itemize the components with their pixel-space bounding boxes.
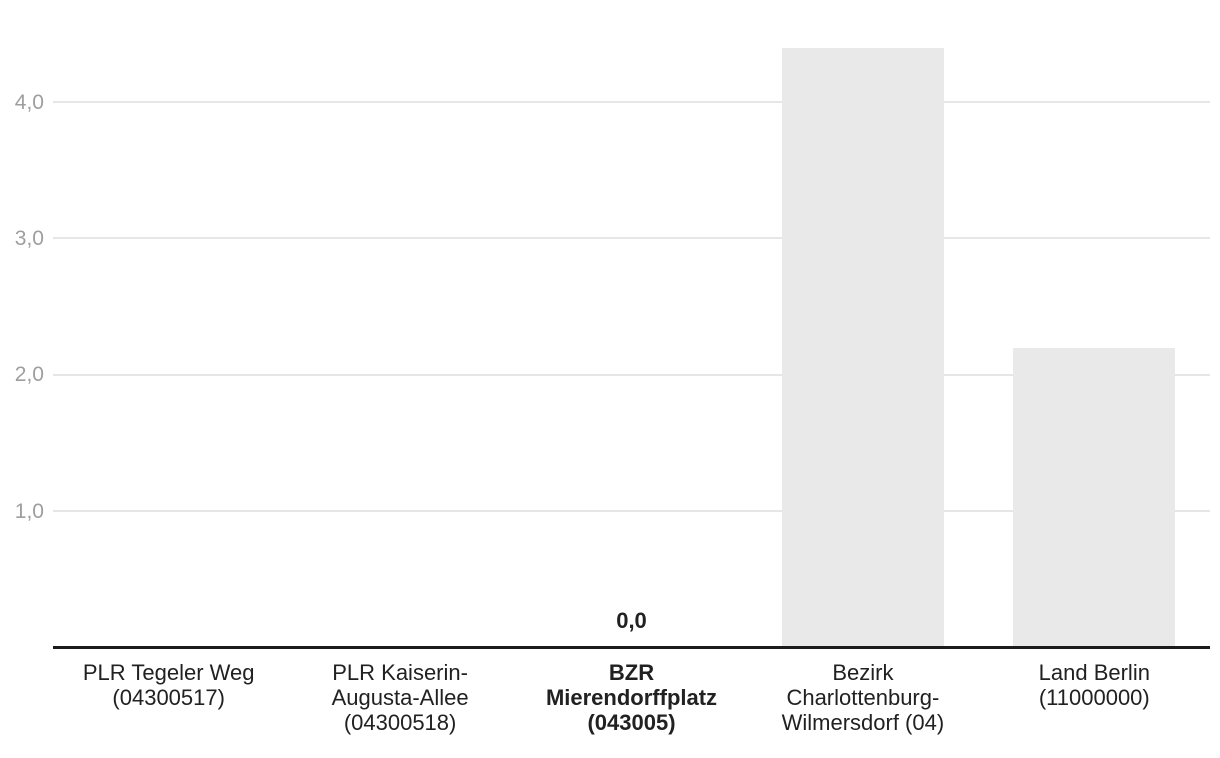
category-label-line: Bezirk xyxy=(832,660,894,685)
category-label-line: BZR xyxy=(608,660,655,685)
category-label: Bezirk Charlottenburg- Wilmersdorf (04) xyxy=(743,660,983,735)
category-label-line: PLR Tegeler Weg xyxy=(82,660,255,685)
category-label: Land Berlin (11000000) xyxy=(974,660,1214,710)
category-label-line: (043005) xyxy=(587,710,676,735)
category-label-line: PLR Kaiserin- xyxy=(332,660,468,685)
y-axis-tick-label: 3,0 xyxy=(14,226,44,250)
category-label-line: Augusta-Allee xyxy=(331,685,469,710)
bar-value-label: 0,0 xyxy=(616,608,647,633)
category-label-line: (11000000) xyxy=(1038,685,1150,710)
category-label: PLR Kaiserin- Augusta-Allee (04300518) xyxy=(280,660,520,735)
category-label-line: (04300518) xyxy=(343,710,457,735)
category-label-line: Mierendorffplatz xyxy=(545,685,718,710)
y-gridline xyxy=(53,373,1210,376)
y-axis-tick-label: 1,0 xyxy=(14,499,44,523)
y-gridline xyxy=(53,101,1210,104)
y-gridline xyxy=(53,510,1210,513)
category-label: BZR Mierendorffplatz (043005) xyxy=(512,660,752,735)
y-axis-tick-label: 2,0 xyxy=(14,363,44,387)
bar xyxy=(781,47,944,646)
bar xyxy=(1013,347,1176,646)
category-label-line: Land Berlin xyxy=(1038,660,1150,685)
y-axis-tick-label: 4,0 xyxy=(14,90,44,114)
x-axis-line xyxy=(53,646,1210,649)
category-label-line: (04300517) xyxy=(112,685,225,710)
category-label: PLR Tegeler Weg (04300517) xyxy=(49,660,289,710)
category-label-line: Charlottenburg- xyxy=(786,685,940,710)
category-label-line: Wilmersdorf (04) xyxy=(781,710,945,735)
y-gridline xyxy=(53,237,1210,240)
